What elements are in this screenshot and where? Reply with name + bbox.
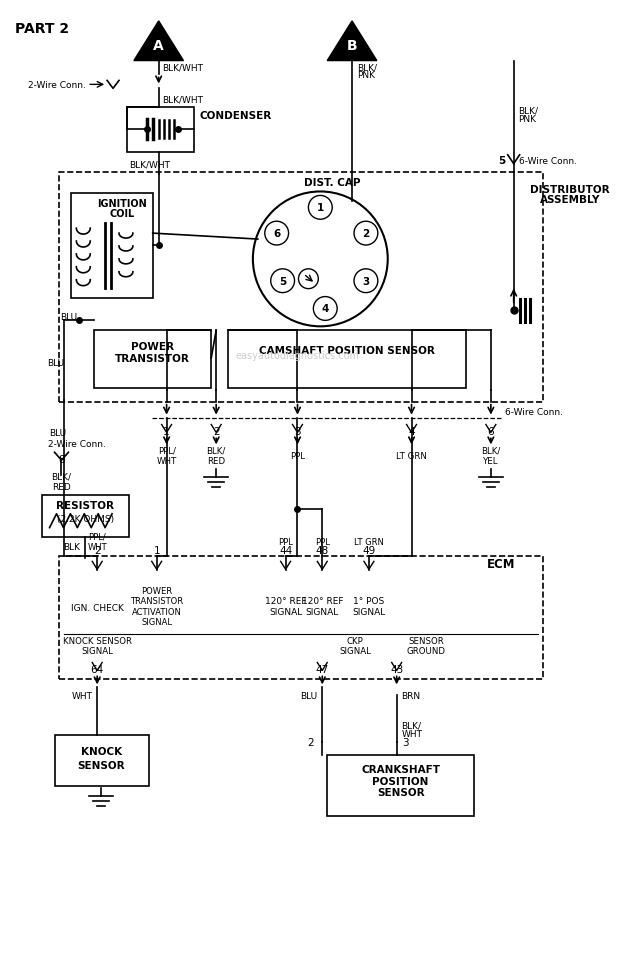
Text: 6: 6 <box>273 229 281 239</box>
Text: 2: 2 <box>94 546 101 556</box>
Text: SENSOR
GROUND: SENSOR GROUND <box>407 637 446 656</box>
Text: 120° REF
SIGNAL: 120° REF SIGNAL <box>302 597 343 616</box>
Text: 43: 43 <box>390 665 404 674</box>
Text: COIL: COIL <box>109 209 135 219</box>
Text: BLU: BLU <box>49 428 67 437</box>
Text: easyautodiagnostics.com: easyautodiagnostics.com <box>235 351 360 360</box>
Text: KNOCK: KNOCK <box>80 746 122 756</box>
Text: LT GRN: LT GRN <box>396 452 427 460</box>
Text: 2-Wire Conn.: 2-Wire Conn. <box>48 439 106 449</box>
Text: 1: 1 <box>316 203 324 213</box>
Text: PPL: PPL <box>278 538 293 547</box>
Text: BLK/: BLK/ <box>402 721 421 730</box>
Text: BLU: BLU <box>300 691 317 700</box>
Text: 3: 3 <box>402 737 409 747</box>
Text: IGN. CHECK: IGN. CHECK <box>70 604 124 612</box>
Text: 4: 4 <box>408 427 415 437</box>
Text: 2: 2 <box>308 737 315 747</box>
Bar <box>127 109 195 153</box>
Text: PPL: PPL <box>315 538 330 547</box>
Text: PPL/
WHT: PPL/ WHT <box>87 532 107 551</box>
Text: BLK/WHT: BLK/WHT <box>162 63 203 72</box>
Bar <box>328 755 474 816</box>
Text: PPL: PPL <box>290 452 305 460</box>
Text: POSITION: POSITION <box>373 776 429 786</box>
Text: 1° POS
SIGNAL: 1° POS SIGNAL <box>352 597 386 616</box>
Text: BLK/: BLK/ <box>518 107 538 115</box>
Text: 2: 2 <box>362 229 370 239</box>
Text: 1: 1 <box>163 427 170 437</box>
Text: 64: 64 <box>91 665 104 674</box>
Text: CONDENSER: CONDENSER <box>200 111 271 121</box>
Text: ASSEMBLY: ASSEMBLY <box>540 195 601 205</box>
Text: IGNITION: IGNITION <box>97 200 147 209</box>
Text: RESISTOR: RESISTOR <box>56 500 114 511</box>
Text: 47: 47 <box>316 665 329 674</box>
Text: 2: 2 <box>213 427 219 437</box>
Bar <box>94 331 211 389</box>
Text: 2-Wire Conn.: 2-Wire Conn. <box>28 80 86 90</box>
Text: SENSOR: SENSOR <box>77 760 125 769</box>
Text: BLK/
RED: BLK/ RED <box>51 472 72 491</box>
Bar <box>59 557 543 679</box>
Text: 6-Wire Conn.: 6-Wire Conn. <box>519 157 577 166</box>
Text: POWER: POWER <box>131 342 174 352</box>
Text: DIST. CAP: DIST. CAP <box>304 177 360 187</box>
Text: PNK: PNK <box>518 114 536 123</box>
Text: 6: 6 <box>488 427 494 437</box>
Bar <box>59 172 543 402</box>
Bar <box>54 735 149 787</box>
Text: TRANSISTOR: TRANSISTOR <box>116 354 190 363</box>
Text: PART 2: PART 2 <box>15 22 69 36</box>
Text: 120° REF
SIGNAL: 120° REF SIGNAL <box>265 597 307 616</box>
Text: 44: 44 <box>279 546 292 556</box>
Polygon shape <box>328 22 377 61</box>
Text: BLK: BLK <box>63 543 80 551</box>
Text: BLK/
YEL: BLK/ YEL <box>481 446 501 465</box>
Text: CRANKSHAFT: CRANKSHAFT <box>361 764 440 774</box>
Text: B: B <box>347 39 357 52</box>
Text: BLU: BLU <box>60 313 77 322</box>
Text: A: A <box>153 39 164 52</box>
Text: KNOCK SENSOR
SIGNAL: KNOCK SENSOR SIGNAL <box>62 637 132 656</box>
Text: 3: 3 <box>362 276 370 287</box>
Text: DISTRIBUTOR: DISTRIBUTOR <box>530 185 610 196</box>
Text: CAMSHAFT POSITION SENSOR: CAMSHAFT POSITION SENSOR <box>259 346 435 356</box>
Text: (2.2K OHMS): (2.2K OHMS) <box>57 515 114 523</box>
Text: WHT: WHT <box>402 730 423 738</box>
Text: WHT: WHT <box>71 691 92 700</box>
Polygon shape <box>134 22 184 61</box>
Text: PNK: PNK <box>357 71 375 79</box>
Text: BLK/
RED: BLK/ RED <box>206 446 226 465</box>
Text: 8: 8 <box>58 454 65 465</box>
Text: LT GRN: LT GRN <box>354 538 384 547</box>
Text: BRN: BRN <box>402 691 421 700</box>
Text: 5: 5 <box>499 156 506 166</box>
Text: PPL/
WHT: PPL/ WHT <box>156 446 177 465</box>
Text: 4: 4 <box>321 304 329 314</box>
Bar <box>72 194 153 298</box>
Text: BLK/WHT: BLK/WHT <box>129 160 170 169</box>
Text: 49: 49 <box>362 546 376 556</box>
Text: 3: 3 <box>294 427 301 437</box>
Text: 6-Wire Conn.: 6-Wire Conn. <box>505 408 563 417</box>
Text: 48: 48 <box>316 546 329 556</box>
Text: 5: 5 <box>279 276 286 287</box>
Bar <box>41 495 129 537</box>
Text: BLU: BLU <box>48 359 64 367</box>
Text: ECM: ECM <box>486 557 515 570</box>
Text: BLK/WHT: BLK/WHT <box>162 96 203 105</box>
Text: POWER
TRANSISTOR
ACTIVATION
SIGNAL: POWER TRANSISTOR ACTIVATION SIGNAL <box>130 586 184 626</box>
Text: BLK/: BLK/ <box>357 63 377 72</box>
Text: CKP
SIGNAL: CKP SIGNAL <box>339 637 371 656</box>
Text: 1: 1 <box>153 546 160 556</box>
Bar <box>228 331 466 389</box>
Text: SENSOR: SENSOR <box>377 788 425 797</box>
